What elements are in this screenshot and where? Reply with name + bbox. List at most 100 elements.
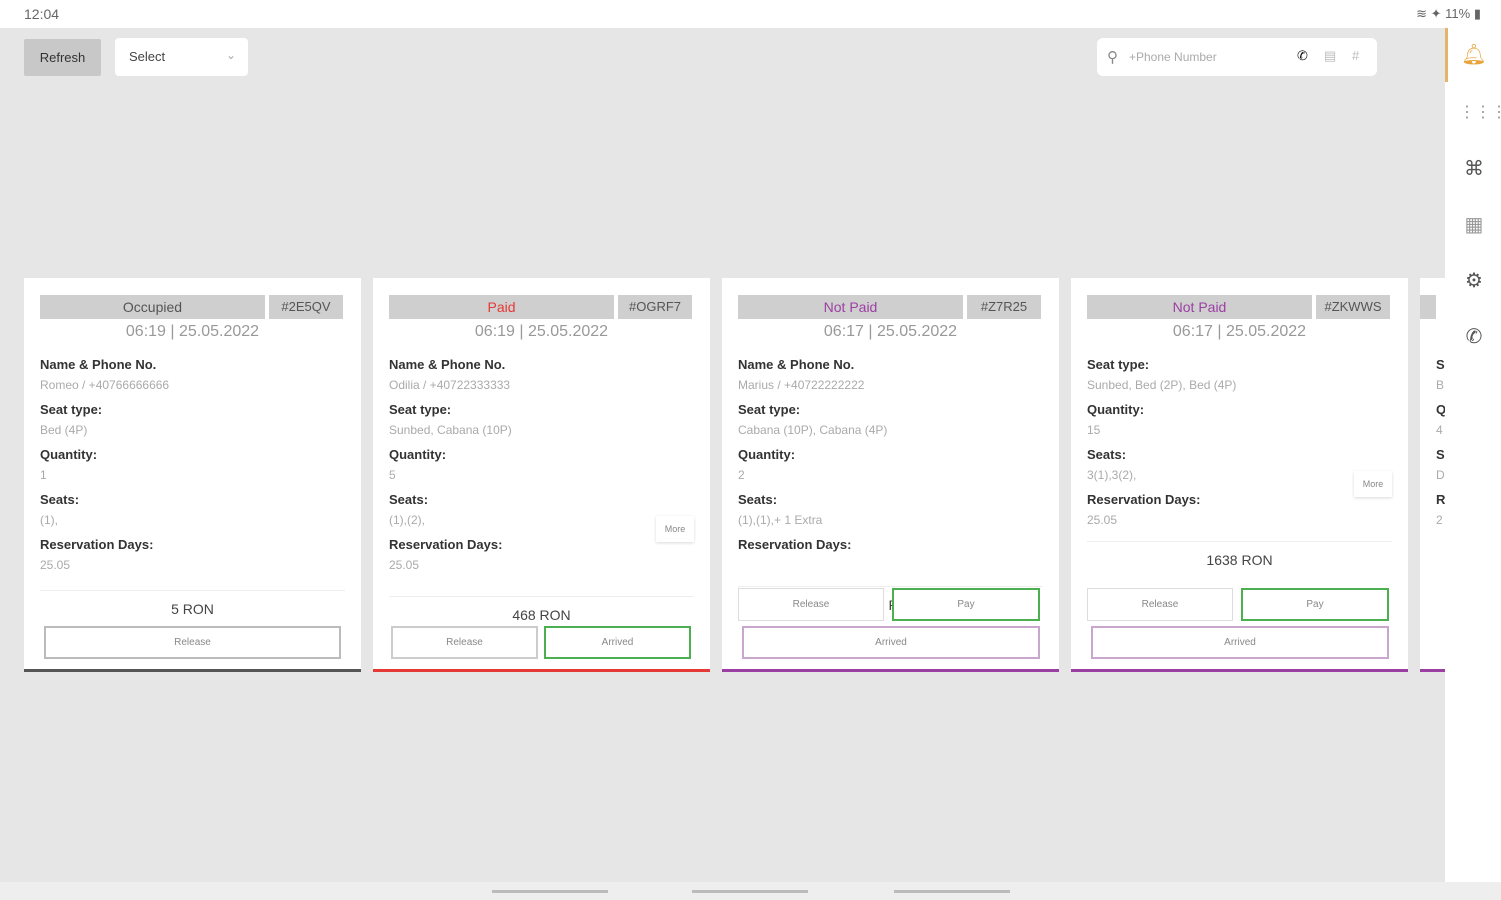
field-label: Name & Phone No.: [389, 357, 506, 372]
field-label: Name & Phone No.: [40, 357, 157, 372]
field-value: Odilia / +40722333333: [389, 378, 511, 392]
card-fields: Name & Phone No. Marius / +40722222222 Sea…: [738, 355, 1043, 580]
navigation-bar: [0, 882, 1501, 900]
arrived-button[interactable]: Arrived: [1091, 626, 1389, 659]
nav-back[interactable]: [492, 890, 608, 893]
right-sidebar: 🔔︎ ⋮⋮⋮ ⌘ ▦ ⚙ ✆: [1445, 28, 1501, 882]
field-value: (1),(1),+ 1 Extra: [738, 513, 823, 527]
seat-map-icon[interactable]: ⋮⋮⋮: [1459, 104, 1501, 121]
field-label: Quantity:: [40, 447, 98, 462]
nav-home[interactable]: [692, 890, 808, 893]
field-value: 1: [40, 468, 47, 482]
field-label: Reservation Days:: [389, 537, 503, 552]
card-header: Not Paid #ZKWWS: [1087, 295, 1390, 319]
reservation-card: Not Paid #Z7R25 06:17 | 25.05.2022 Name & P…: [722, 278, 1059, 672]
status-badge: Not Paid: [738, 295, 963, 319]
total-price: 468 RON: [389, 596, 694, 623]
battery-icon: ▮: [1470, 6, 1481, 21]
card-fields: Seat type: Sunbed, Bed (2P), Bed (4P) Quan…: [1087, 355, 1392, 535]
field-label: Seats:: [40, 492, 80, 507]
field-value: 5: [389, 468, 396, 482]
field-value: 3(1),3(2),: [1087, 468, 1137, 482]
nav-recents[interactable]: [894, 890, 1010, 893]
pay-button[interactable]: Pay: [892, 588, 1040, 621]
field-value: 25.05: [1087, 513, 1118, 527]
field-value: 25.05: [389, 558, 420, 572]
status-icons: ≋ ✦ 11% ▮: [1416, 6, 1481, 22]
release-button[interactable]: Release: [44, 626, 341, 659]
reservation-datetime: 06:17 | 25.05.2022: [1172, 323, 1307, 340]
field-value: Sunbed, Bed (2P), Bed (4P): [1087, 378, 1237, 392]
phone-icon[interactable]: ✆: [1465, 326, 1483, 348]
field-value: Romeo / +40766666666: [40, 378, 170, 392]
active-indicator: [1445, 28, 1448, 82]
keyboard-icon[interactable]: ▤: [1324, 48, 1337, 63]
card-header: Paid #OGRF7: [389, 295, 692, 319]
field-value: (1),(2),: [389, 513, 425, 527]
gear-icon[interactable]: ⚙: [1465, 270, 1483, 292]
total-price: 5 RON: [40, 590, 345, 617]
wifi-icon: ≋ ✦: [1416, 6, 1446, 21]
release-button[interactable]: Release: [738, 588, 884, 621]
field-label: Seat type:: [40, 402, 103, 417]
field-value: [738, 555, 1043, 580]
field-label: Seats:: [1087, 447, 1127, 462]
field-label: Reservation Days:: [40, 537, 154, 552]
status-badge: Paid: [389, 295, 614, 319]
phone-search[interactable]: ⚲ +Phone Number ✆ ▤ #: [1097, 38, 1377, 76]
field-value: 2: [738, 468, 745, 482]
more-button[interactable]: More: [1354, 471, 1392, 497]
field-label: Reservation Days:: [738, 537, 852, 552]
card-fields: Name & Phone No. Romeo / +40766666666 Seat…: [40, 355, 345, 580]
field-label: Name & Phone No.: [738, 357, 855, 372]
reservation-card: Paid #OGRF7 06:19 | 25.05.2022 Name & Phone…: [373, 278, 710, 672]
reservation-datetime: 06:17 | 25.05.2022: [823, 323, 958, 340]
field-label: Reservation Days:: [1087, 492, 1201, 507]
field-value: Sunbed, Cabana (10P): [389, 423, 512, 437]
field-value: 15: [1087, 423, 1101, 437]
clock: 12:04: [24, 6, 60, 22]
reservation-card: Occupied #2E5QV 06:19 | 25.05.2022 Name & P…: [24, 278, 361, 672]
status-badge: Occupied: [40, 295, 265, 319]
arrived-button[interactable]: Arrived: [742, 626, 1040, 659]
reservation-datetime: 06:19 | 25.05.2022: [125, 323, 260, 340]
release-button[interactable]: Release: [1087, 588, 1233, 621]
status-badge: Not Paid: [1087, 295, 1312, 319]
arrived-button[interactable]: Arrived: [544, 626, 691, 659]
more-button[interactable]: More: [656, 516, 694, 542]
card-header: Occupied #2E5QV: [40, 295, 343, 319]
pay-button[interactable]: Pay: [1241, 588, 1389, 621]
refresh-button[interactable]: Refresh: [24, 39, 101, 76]
field-label: Seats:: [738, 492, 778, 507]
field-label: Seat type:: [738, 402, 801, 417]
card-header: Not Paid #Z7R25: [738, 295, 1041, 319]
field-label: Quantity:: [738, 447, 796, 462]
field-label: Seat type:: [389, 402, 452, 417]
field-value: Cabana (10P), Cabana (4P): [738, 423, 888, 437]
field-value: Marius / +40722222222: [738, 378, 865, 392]
battery-level: 11%: [1445, 6, 1471, 21]
field-value: 25.05: [40, 558, 71, 572]
reservation-code: #ZKWWS: [1316, 295, 1390, 319]
reservation-card: Not Paid #ZKWWS 06:17 | 25.05.2022 Seat typ…: [1071, 278, 1408, 672]
scan-icon[interactable]: ⌘: [1464, 158, 1484, 180]
select-label: Select: [129, 49, 166, 64]
field-label: Seats:: [389, 492, 429, 507]
bell-icon[interactable]: 🔔︎: [1461, 44, 1487, 66]
qr-icon[interactable]: ▦: [1464, 214, 1484, 236]
release-button[interactable]: Release: [391, 626, 538, 659]
reservation-card: SBQ4SDR2: [1420, 278, 1445, 672]
field-value: Bed (4P): [40, 423, 88, 437]
dialpad-icon[interactable]: #: [1352, 48, 1360, 63]
search-input[interactable]: +Phone Number: [1129, 50, 1217, 64]
field-value: (1),: [40, 513, 58, 527]
filter-select[interactable]: Select ⌄: [115, 38, 248, 76]
chevron-down-icon: ⌄: [225, 48, 236, 62]
phone-icon[interactable]: ✆: [1297, 48, 1308, 63]
field-label: Quantity:: [1087, 402, 1145, 417]
reservation-code: #OGRF7: [618, 295, 692, 319]
status-bar: 12:04 ≋ ✦ 11% ▮: [0, 0, 1501, 28]
search-icon: ⚲: [1107, 49, 1118, 66]
total-price: 1638 RON: [1087, 541, 1392, 568]
reservation-code: #2E5QV: [269, 295, 343, 319]
